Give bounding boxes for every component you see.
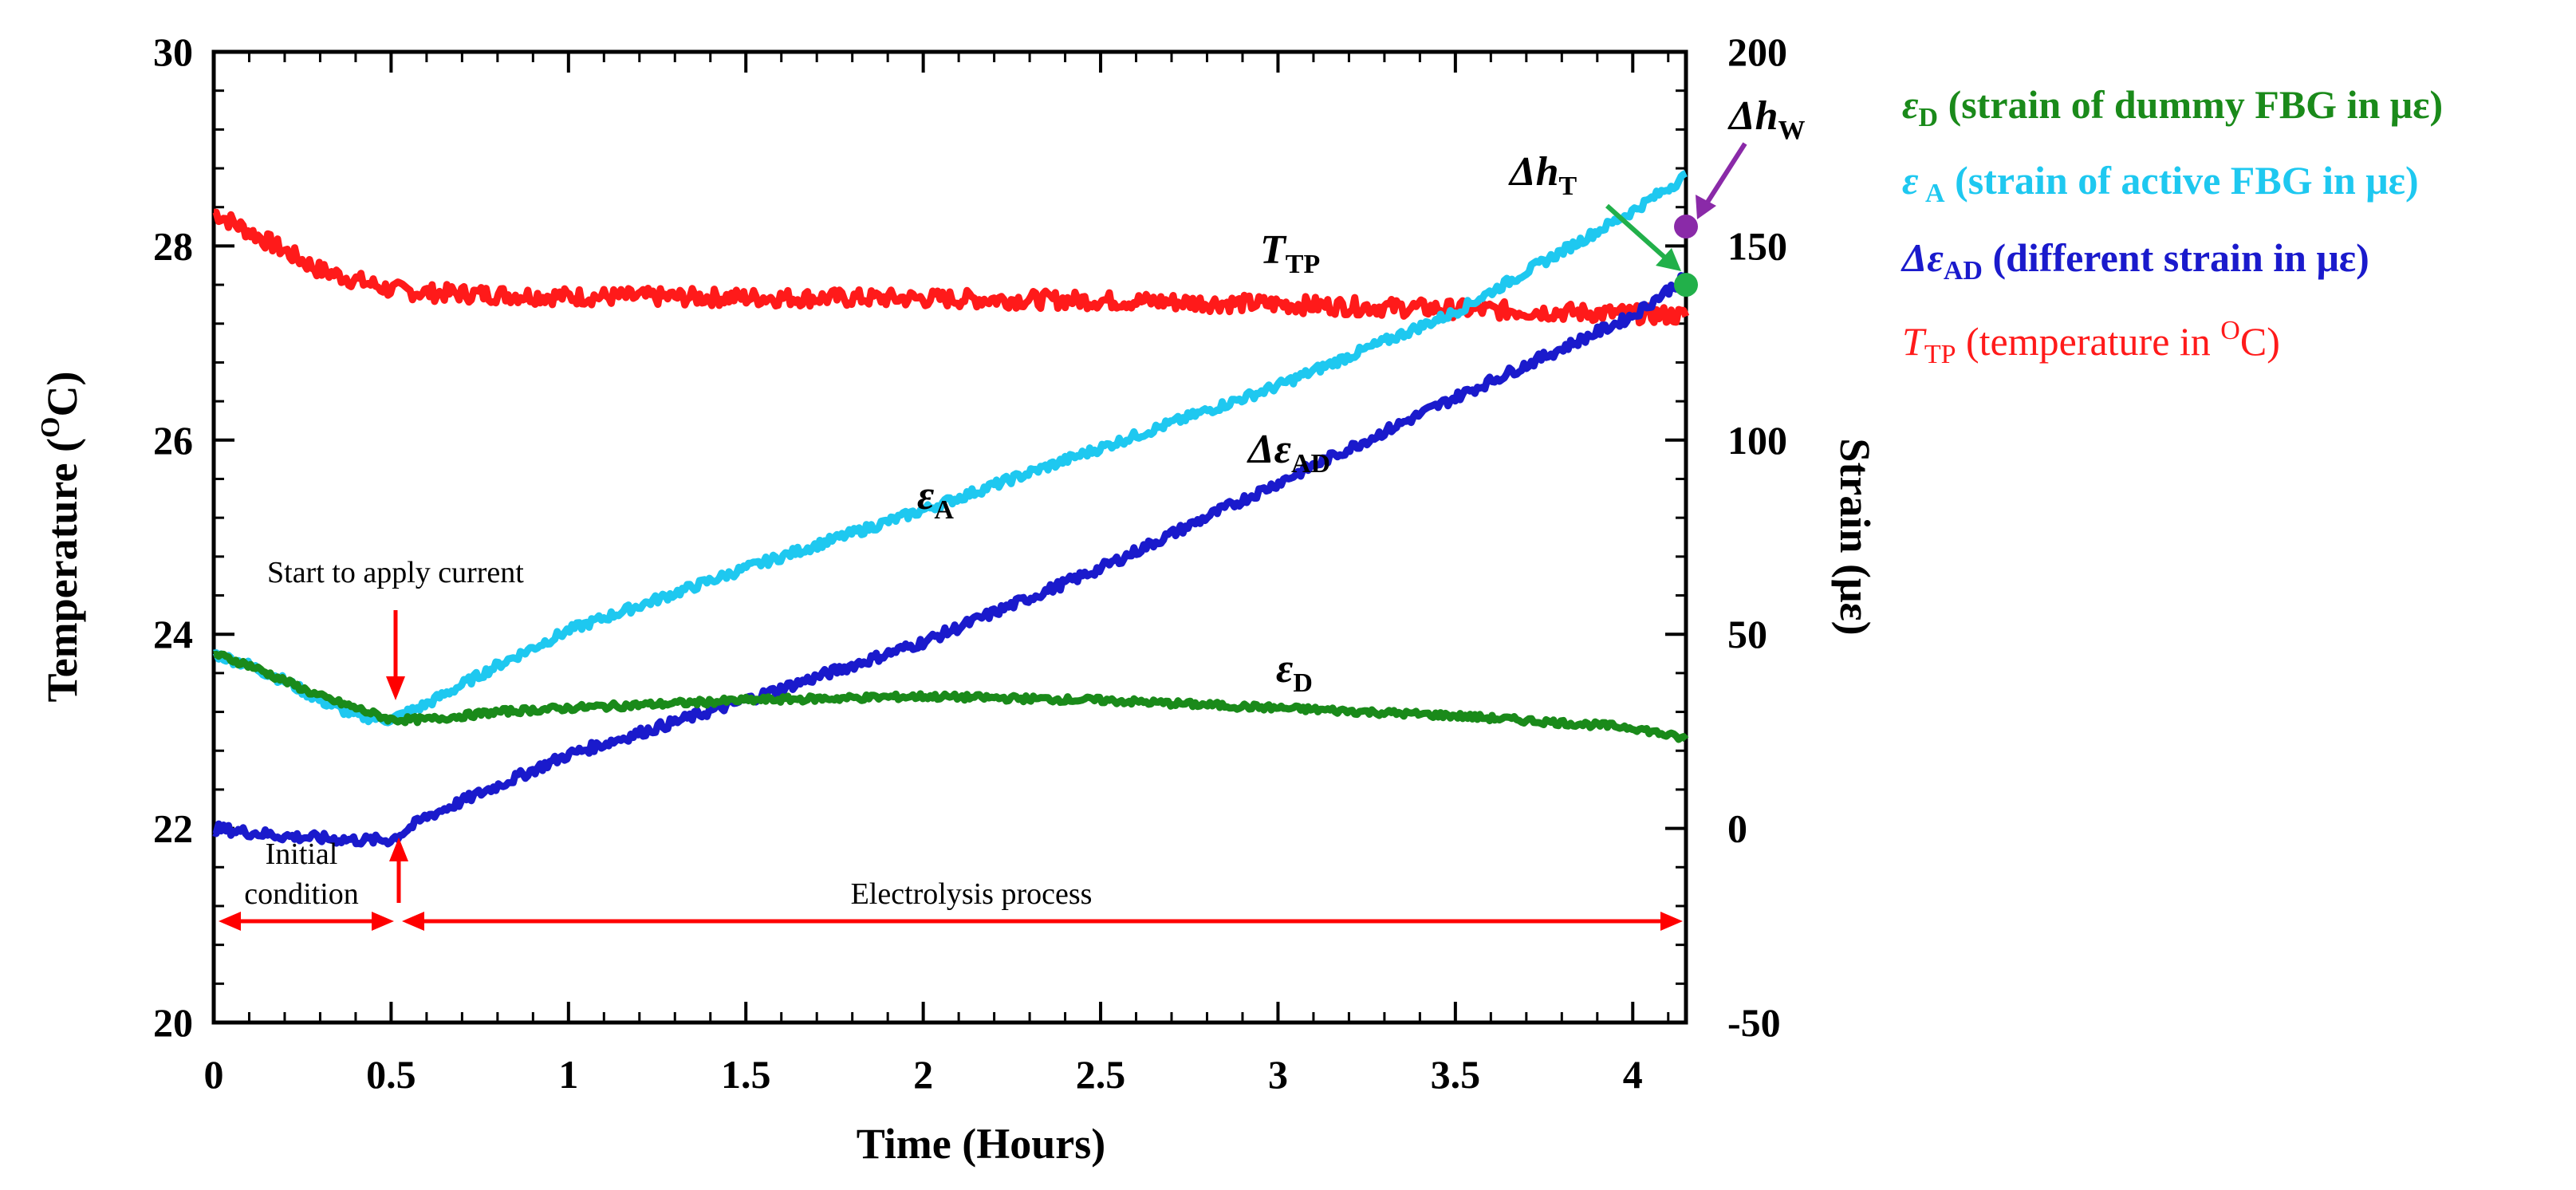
axis-tick-labels: 0 0.5 1 1.5 2 2.5 3 3.5 4 20 22 24 26 28 30 -50 0 50 100 15… [153, 30, 1787, 1097]
series-lines [212, 170, 1690, 848]
markers [1674, 215, 1698, 298]
annotation-start-current: Start to apply current [267, 556, 524, 589]
x-tick-label: 3 [1268, 1052, 1288, 1097]
series-label-dead: ΔεAD [1247, 427, 1330, 479]
series-line-1 [212, 170, 1688, 727]
legend-ttp-end: C) [2240, 319, 2280, 364]
plot-area [211, 49, 1688, 1025]
x-tick-label: 2.5 [1076, 1052, 1126, 1097]
series-label-dead-sub: AD [1291, 449, 1330, 479]
y-right-tick-label: 50 [1727, 612, 1767, 656]
series-line-2 [212, 272, 1688, 848]
series-label-ea-main: ε [917, 473, 934, 518]
y-axis-title-left: Temperature (OC) [36, 372, 86, 703]
legend-ttp-sup: O [2220, 316, 2240, 345]
legend-entry-ed: εD (strain of dummy FBG in με) [1902, 82, 2443, 132]
marker-label-dhw-sub: W [1778, 116, 1806, 145]
arrowhead-initial-left [219, 912, 241, 931]
series-label-ea-sub: A [934, 495, 954, 525]
y-right-tick-label: 100 [1727, 418, 1787, 463]
y-left-tick-label: 20 [153, 1000, 193, 1045]
series-label-ea: εA [917, 473, 954, 525]
legend-dead-sub: AD [1944, 256, 1983, 286]
legend-ttp-sub: TP [1924, 340, 1956, 369]
x-tick-label: 1.5 [721, 1052, 771, 1097]
arrowhead-up-start [389, 837, 408, 861]
x-tick-label: 0 [204, 1052, 224, 1097]
series-label-dead-main: Δε [1247, 427, 1291, 472]
y-left-title-after: C) [38, 372, 86, 417]
y-right-tick-label: 150 [1727, 223, 1787, 268]
marker-dot-0 [1674, 215, 1698, 239]
y-left-tick-label: 26 [153, 418, 193, 463]
legend-dead-desc: (different strain in με) [1983, 235, 2369, 280]
annotation-initial-2: condition [244, 877, 359, 911]
series-label-ttp: TTP [1260, 227, 1320, 279]
marker-dot-1 [1674, 273, 1698, 298]
y-left-tick-label: 28 [153, 223, 193, 268]
series-label-ed: εD [1276, 646, 1313, 698]
x-tick-label: 3.5 [1431, 1052, 1481, 1097]
arrowhead-electrolysis-right [1660, 912, 1683, 931]
series-label-ttp-main: T [1260, 227, 1287, 273]
legend-entry-ttp: TTP (temperature in OC) [1902, 316, 2280, 369]
y-left-tick-label: 22 [153, 806, 193, 851]
marker-label-dhw: ΔhW [1727, 93, 1806, 145]
y-left-title-sup: O [36, 417, 65, 438]
x-tick-label: 2 [913, 1052, 933, 1097]
y-left-title-before: Temperature ( [38, 438, 86, 702]
x-axis-title: Time (Hours) [857, 1120, 1105, 1168]
legend-ttp-sym: T [1902, 319, 1927, 364]
legend-entry-dead: ΔεAD (different strain in με) [1900, 235, 2369, 286]
marker-label-dhw-main: Δh [1727, 93, 1778, 139]
arrowhead-electrolysis-left [402, 912, 424, 931]
series-label-ed-sub: D [1293, 668, 1313, 698]
series-label-ttp-sub: TP [1286, 250, 1320, 279]
x-tick-label: 1 [558, 1052, 578, 1097]
annotation-electrolysis: Electrolysis process [851, 877, 1093, 911]
legend-ed-desc: (strain of dummy FBG in με) [1938, 82, 2443, 127]
series-line-0 [212, 208, 1690, 327]
annotation-initial-1: Initial [266, 837, 338, 871]
legend: εD (strain of dummy FBG in με) ε A (stra… [1900, 82, 2443, 369]
x-tick-label: 0.5 [366, 1052, 416, 1097]
legend-ea-desc: (strain of active FBG in με) [1945, 158, 2419, 203]
legend-entry-ea: ε A (strain of active FBG in με) [1902, 158, 2419, 208]
x-tick-label: 4 [1623, 1052, 1643, 1097]
series-line-3 [212, 650, 1689, 743]
marker-arrowhead-dht [1656, 248, 1681, 271]
y-right-tick-label: 200 [1727, 30, 1787, 74]
y-right-tick-label: -50 [1727, 1000, 1781, 1045]
legend-ed-sym: ε [1902, 82, 1919, 127]
marker-label-dht-sub: T [1559, 171, 1578, 201]
marker-label-dht: ΔhT [1508, 149, 1578, 201]
marker-arrow-dht [1605, 203, 1668, 262]
marker-arrowhead-dhw [1696, 195, 1716, 219]
y-left-tick-label: 24 [153, 612, 193, 656]
legend-ea-sub: A [1919, 179, 1946, 208]
axis-ticks [212, 50, 1686, 1024]
legend-ttp-desc: (temperature in [1956, 319, 2221, 364]
y-left-tick-label: 30 [153, 30, 193, 74]
arrowhead-initial-right [372, 912, 394, 931]
y-right-tick-label: 0 [1727, 806, 1747, 851]
legend-ed-sub: D [1919, 103, 1939, 132]
legend-dead-sym: Δε [1900, 235, 1944, 280]
y-axis-title-right: Strain (με) [1831, 438, 1879, 635]
marker-label-dht-main: Δh [1508, 149, 1559, 195]
legend-ea-sym: ε [1902, 158, 1919, 203]
series-label-ed-main: ε [1276, 646, 1293, 692]
arrowhead-start-current [386, 676, 405, 700]
marker-arrow-dhw [1704, 142, 1747, 205]
